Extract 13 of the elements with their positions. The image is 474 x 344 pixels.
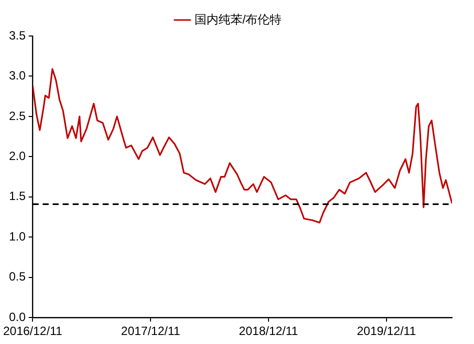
legend-label: 国内纯苯/布伦特	[194, 12, 282, 26]
x-tick-label: 2017/12/11	[121, 324, 181, 338]
y-tick-label: 3.0	[8, 68, 26, 83]
y-tick-label: 3.5	[8, 28, 26, 42]
y-tick-label: 1.0	[8, 229, 26, 244]
x-tick-label: 2019/12/11	[356, 324, 416, 338]
x-tick-label: 2016/12/11	[3, 324, 63, 338]
y-tick-label: 0.0	[8, 310, 26, 324]
y-tick-label: 2.0	[8, 149, 26, 163]
y-tick-label: 1.5	[8, 189, 26, 204]
x-tick-label: 2018/12/11	[238, 324, 298, 338]
y-tick-label: 2.5	[8, 108, 26, 123]
y-tick-label: 0.5	[8, 270, 26, 284]
